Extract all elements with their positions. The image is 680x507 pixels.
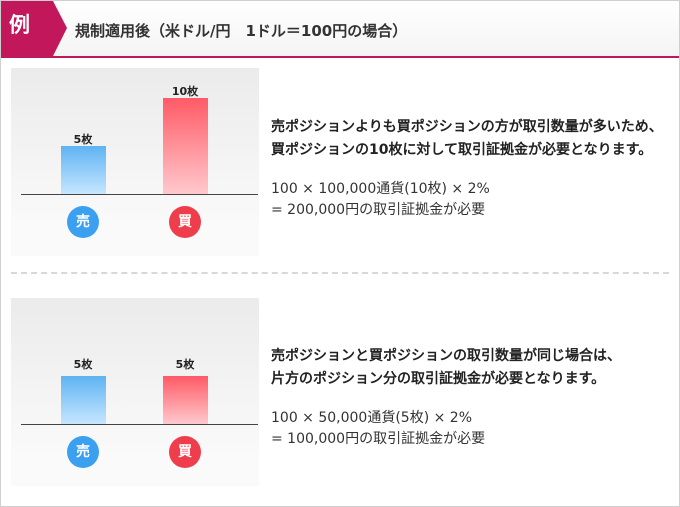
chart-baseline [21, 194, 258, 195]
buy-bar [163, 376, 208, 424]
position-chart-2: 5枚 5枚 売 買 [11, 298, 259, 486]
explanation-line: 売ポジションと買ポジションの取引数量が同じ場合は、 [271, 348, 621, 364]
explanation-line: 買ポジションの10枚に対して取引証拠金が必要となります。 [271, 142, 653, 158]
chart-baseline [21, 424, 258, 425]
explanation-1: 売ポジションよりも買ポジションの方が取引数量が多いため、 買ポジションの10枚に… [271, 116, 671, 162]
position-chart-1: 5枚 10枚 売 買 [11, 68, 259, 256]
explanation-line: 片方のポジション分の取引証拠金が必要となります。 [271, 371, 606, 387]
buy-bar-label: 10枚 [171, 85, 199, 98]
formula-1: 100 × 100,000通貨(10枚) × 2% = 200,000円の取引証… [271, 179, 671, 221]
formula-result: = 200,000円の取引証拠金が必要 [271, 200, 671, 221]
sell-marker: 売 [67, 436, 99, 468]
example-badge: 例 [1, 1, 69, 56]
formula-line: 100 × 100,000通貨(10枚) × 2% [271, 181, 490, 197]
buy-marker: 買 [169, 436, 201, 468]
formula-2: 100 × 50,000通貨(5枚) × 2% = 100,000円の取引証拠金… [271, 408, 671, 450]
buy-marker: 買 [169, 206, 201, 238]
example-badge-label: 例 [9, 13, 30, 37]
sell-bar-label: 5枚 [73, 358, 93, 371]
sell-bar-label: 5枚 [73, 133, 93, 146]
explanation-line: 売ポジションよりも買ポジションの方が取引数量が多いため、 [271, 119, 663, 135]
buy-bar-label: 5枚 [175, 358, 195, 371]
header: 例 規制適用後（米ドル/円 1ドル＝100円の場合） [1, 1, 679, 58]
formula-line: 100 × 50,000通貨(5枚) × 2% [271, 410, 473, 426]
sell-marker: 売 [67, 206, 99, 238]
section-divider [11, 272, 669, 274]
formula-result-suffix: の取引証拠金が必要 [359, 202, 486, 218]
formula-result-suffix: の取引証拠金が必要 [359, 431, 486, 447]
explanation-2: 売ポジションと買ポジションの取引数量が同じ場合は、 片方のポジション分の取引証拠… [271, 345, 671, 391]
formula-result: = 100,000円の取引証拠金が必要 [271, 429, 671, 450]
sell-bar [61, 376, 106, 424]
buy-bar [163, 98, 208, 194]
sell-bar [61, 146, 106, 194]
header-title: 規制適用後（米ドル/円 1ドル＝100円の場合） [75, 22, 408, 40]
formula-result-value: = 100,000円 [271, 431, 360, 447]
formula-result-value: = 200,000円 [271, 202, 360, 218]
